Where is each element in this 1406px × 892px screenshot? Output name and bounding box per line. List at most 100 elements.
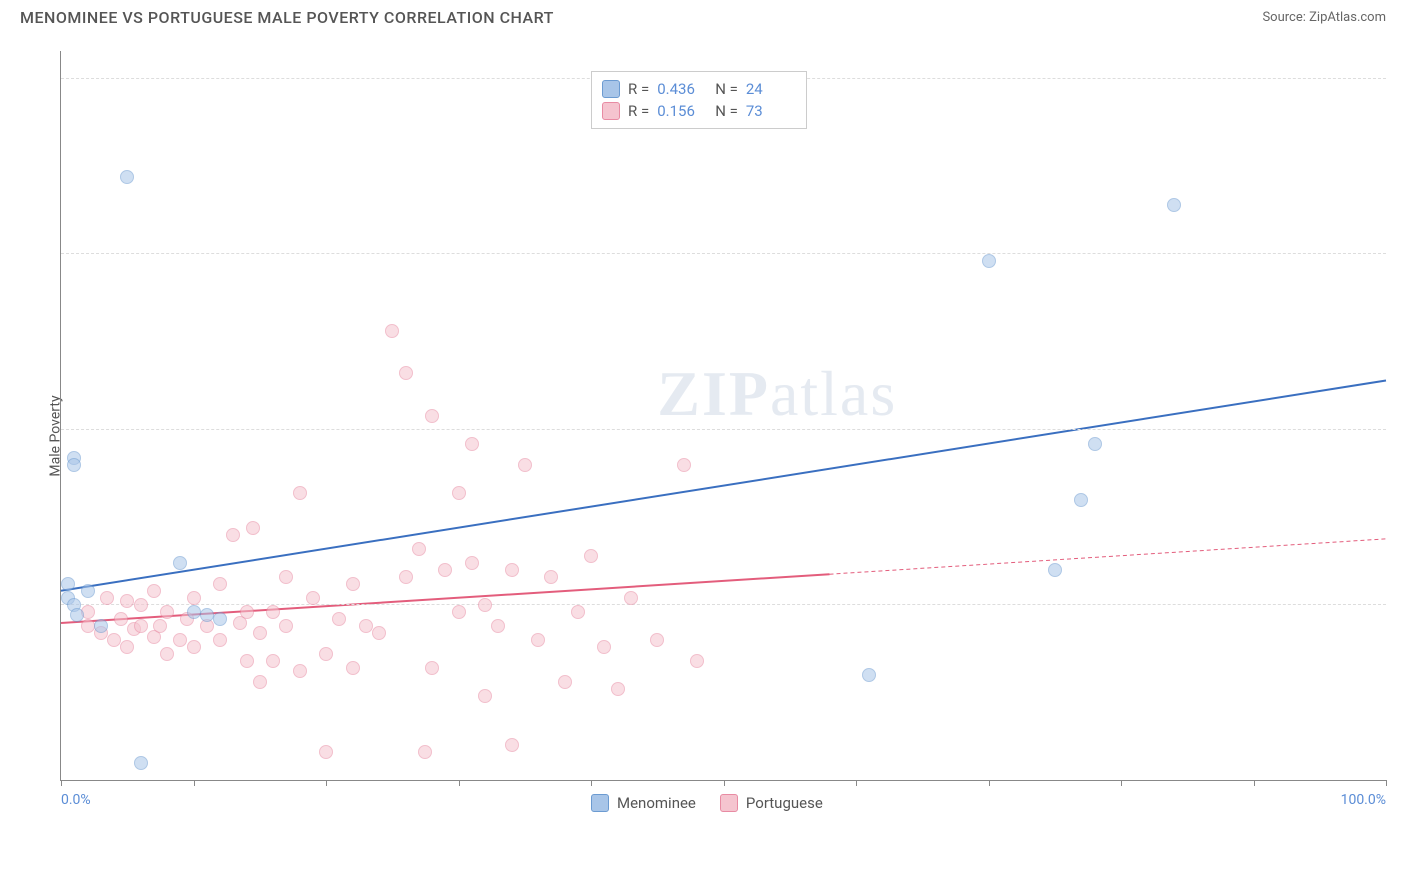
x-axis-label: 100.0% — [1341, 792, 1386, 808]
data-point-portuguese — [147, 584, 161, 598]
x-tick — [326, 780, 327, 786]
data-point-menominee — [213, 612, 227, 626]
data-point-portuguese — [160, 605, 174, 619]
data-point-portuguese — [650, 633, 664, 647]
data-point-portuguese — [253, 626, 267, 640]
swatch-portuguese-2 — [720, 794, 738, 812]
source-label: Source: — [1262, 10, 1305, 25]
data-point-portuguese — [385, 324, 399, 338]
watermark-light: atlas — [770, 358, 897, 429]
n-label: N = — [715, 80, 738, 98]
chart-container: Male Poverty ZIPatlas R = 0.436 N = 24 R… — [60, 31, 1386, 841]
data-point-portuguese — [173, 633, 187, 647]
data-point-menominee — [94, 619, 108, 633]
data-point-portuguese — [120, 640, 134, 654]
data-point-portuguese — [240, 605, 254, 619]
x-tick — [856, 780, 857, 786]
y-tick-label: 12.5% — [1391, 597, 1406, 613]
data-point-portuguese — [359, 619, 373, 633]
r-label: R = — [628, 80, 649, 98]
data-point-portuguese — [81, 619, 95, 633]
data-point-portuguese — [611, 682, 625, 696]
data-point-menominee — [134, 756, 148, 770]
data-point-portuguese — [100, 591, 114, 605]
legend-item-menominee: Menominee — [591, 794, 696, 812]
data-point-menominee — [1167, 198, 1181, 212]
data-point-portuguese — [346, 661, 360, 675]
y-tick-label: 25.0% — [1391, 422, 1406, 438]
data-point-portuguese — [134, 619, 148, 633]
data-point-portuguese — [319, 745, 333, 759]
source-attribution: Source: ZipAtlas.com — [1262, 10, 1386, 25]
y-tick-label: 37.5% — [1391, 246, 1406, 262]
trend-lines-svg — [61, 51, 1386, 780]
legend-stats-row-2: R = 0.156 N = 73 — [602, 100, 796, 122]
data-point-portuguese — [491, 619, 505, 633]
data-point-portuguese — [399, 366, 413, 380]
data-point-portuguese — [279, 619, 293, 633]
x-tick — [989, 780, 990, 786]
data-point-portuguese — [107, 633, 121, 647]
data-point-portuguese — [425, 409, 439, 423]
data-point-portuguese — [160, 647, 174, 661]
watermark-bold: ZIP — [657, 358, 770, 429]
legend-stats-row-1: R = 0.436 N = 24 — [602, 78, 796, 100]
swatch-menominee-2 — [591, 794, 609, 812]
data-point-portuguese — [187, 640, 201, 654]
data-point-portuguese — [624, 591, 638, 605]
data-point-portuguese — [114, 612, 128, 626]
data-point-portuguese — [584, 549, 598, 563]
r-label: R = — [628, 102, 649, 120]
legend-label-portuguese: Portuguese — [746, 794, 823, 812]
data-point-portuguese — [153, 619, 167, 633]
n-value-2: 73 — [746, 102, 796, 120]
data-point-menominee — [1088, 437, 1102, 451]
data-point-portuguese — [558, 675, 572, 689]
data-point-menominee — [67, 458, 81, 472]
data-point-portuguese — [226, 528, 240, 542]
data-point-portuguese — [372, 626, 386, 640]
legend-stats: R = 0.436 N = 24 R = 0.156 N = 73 — [591, 71, 807, 129]
data-point-menominee — [61, 577, 75, 591]
gridline — [61, 604, 1386, 605]
data-point-menominee — [187, 605, 201, 619]
x-tick — [1254, 780, 1255, 786]
x-tick — [1386, 780, 1387, 786]
r-value-2: 0.156 — [657, 102, 707, 120]
data-point-portuguese — [134, 598, 148, 612]
data-point-menominee — [982, 254, 996, 268]
data-point-portuguese — [240, 654, 254, 668]
data-point-portuguese — [213, 633, 227, 647]
data-point-menominee — [81, 584, 95, 598]
data-point-portuguese — [293, 486, 307, 500]
y-tick-label: 50.0% — [1391, 71, 1406, 87]
n-value-1: 24 — [746, 80, 796, 98]
data-point-portuguese — [246, 521, 260, 535]
r-value-1: 0.436 — [657, 80, 707, 98]
legend-label-menominee: Menominee — [617, 794, 696, 812]
x-tick — [459, 780, 460, 786]
data-point-portuguese — [677, 458, 691, 472]
data-point-portuguese — [332, 612, 346, 626]
chart-title: MENOMINEE VS PORTUGUESE MALE POVERTY COR… — [20, 8, 554, 27]
data-point-portuguese — [438, 563, 452, 577]
data-point-portuguese — [319, 647, 333, 661]
gridline — [61, 253, 1386, 254]
x-axis-label: 0.0% — [61, 792, 91, 808]
x-tick — [724, 780, 725, 786]
data-point-portuguese — [571, 605, 585, 619]
x-tick — [194, 780, 195, 786]
legend-item-portuguese: Portuguese — [720, 794, 823, 812]
data-point-portuguese — [266, 605, 280, 619]
data-point-portuguese — [452, 486, 466, 500]
data-point-menominee — [70, 608, 84, 622]
data-point-portuguese — [279, 570, 293, 584]
data-point-portuguese — [518, 458, 532, 472]
data-point-portuguese — [531, 633, 545, 647]
data-point-portuguese — [293, 664, 307, 678]
data-point-portuguese — [253, 675, 267, 689]
swatch-menominee — [602, 80, 620, 98]
data-point-portuguese — [266, 654, 280, 668]
data-point-menominee — [200, 608, 214, 622]
data-point-portuguese — [399, 570, 413, 584]
